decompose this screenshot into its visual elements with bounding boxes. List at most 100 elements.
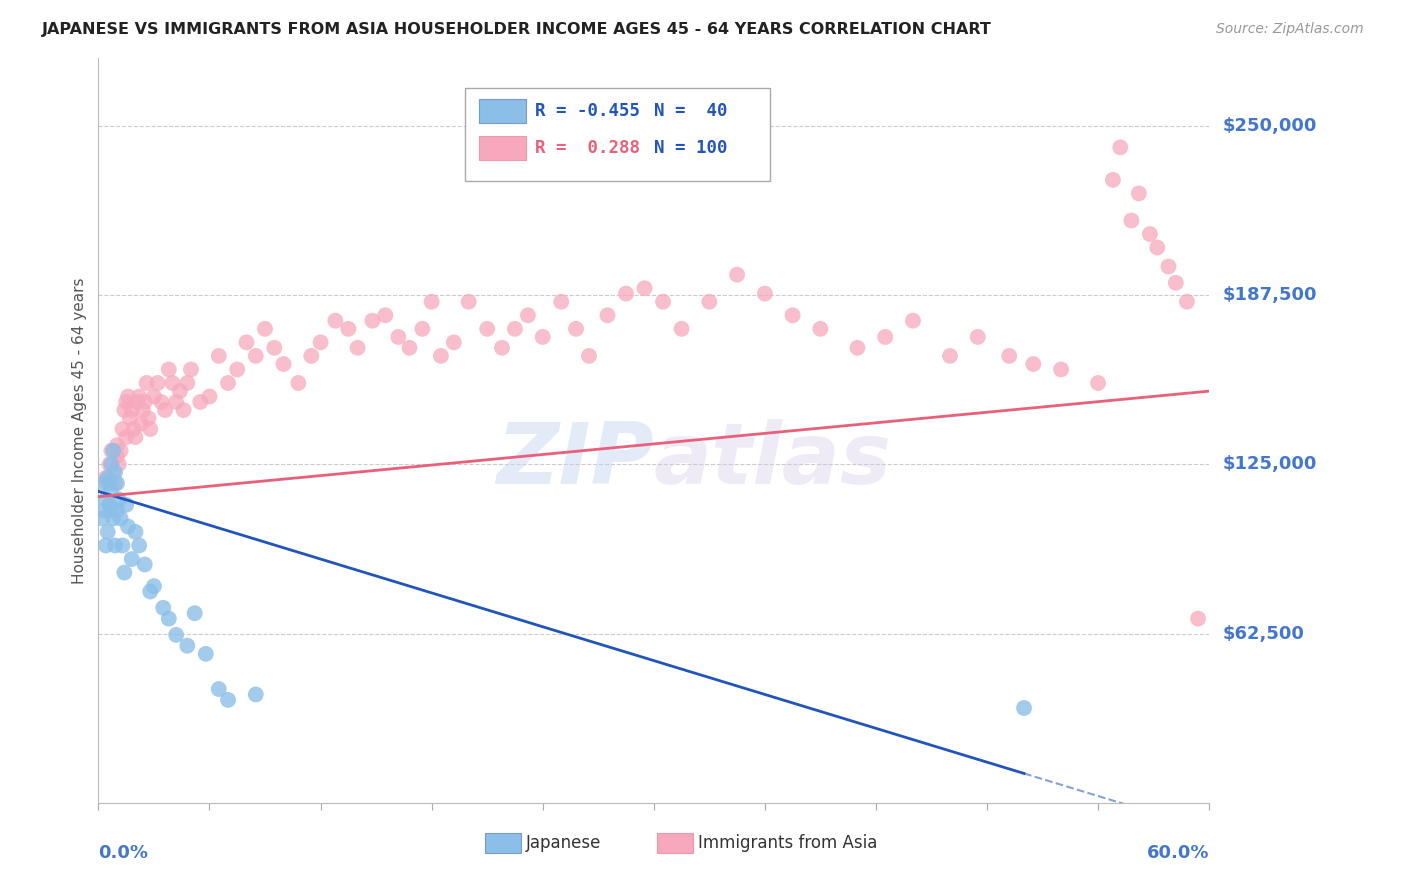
Text: $125,000: $125,000 <box>1223 455 1317 474</box>
Point <box>165 395 187 409</box>
Point <box>100 503 122 517</box>
Point <box>97 471 120 485</box>
Point <box>98 457 121 471</box>
FancyBboxPatch shape <box>485 833 520 853</box>
Point <box>117 519 139 533</box>
Text: $62,500: $62,500 <box>1223 624 1305 642</box>
Text: JAPANESE VS IMMIGRANTS FROM ASIA HOUSEHOLDER INCOME AGES 45 - 64 YEARS CORRELATI: JAPANESE VS IMMIGRANTS FROM ASIA HOUSEHO… <box>42 22 993 37</box>
Text: Source: ZipAtlas.com: Source: ZipAtlas.com <box>1216 22 1364 37</box>
Point <box>94 539 117 553</box>
Point <box>134 558 156 572</box>
Point <box>152 600 174 615</box>
Point <box>132 403 155 417</box>
Point <box>337 322 360 336</box>
Point <box>374 308 396 322</box>
Point <box>1164 276 1187 290</box>
Point <box>134 395 156 409</box>
Text: R =  0.288: R = 0.288 <box>534 139 640 157</box>
Point <box>105 449 128 463</box>
Text: N = 100: N = 100 <box>654 139 727 157</box>
Point <box>287 376 309 390</box>
Point <box>208 349 231 363</box>
Point <box>398 341 420 355</box>
Point <box>217 693 239 707</box>
Point <box>97 524 120 539</box>
FancyBboxPatch shape <box>657 833 693 853</box>
Point <box>420 294 443 309</box>
Point <box>361 314 384 328</box>
Point <box>1121 213 1143 227</box>
FancyBboxPatch shape <box>479 99 526 123</box>
Point <box>118 411 141 425</box>
Point <box>998 349 1021 363</box>
Point <box>1157 260 1180 274</box>
Point <box>273 357 295 371</box>
Point <box>115 395 138 409</box>
Point <box>165 628 187 642</box>
Point <box>105 503 128 517</box>
Point <box>122 422 145 436</box>
Point <box>578 349 600 363</box>
Point <box>121 403 143 417</box>
Text: 60.0%: 60.0% <box>1147 845 1209 863</box>
Point <box>1022 357 1045 371</box>
Point <box>217 376 239 390</box>
Point <box>121 552 143 566</box>
Point <box>596 308 619 322</box>
Point <box>1102 173 1125 187</box>
Point <box>104 476 127 491</box>
Point <box>810 322 832 336</box>
Point <box>387 330 409 344</box>
Point <box>875 330 897 344</box>
Point <box>966 330 988 344</box>
Point <box>107 457 129 471</box>
Point <box>176 639 198 653</box>
Point <box>503 322 526 336</box>
Point <box>1050 362 1073 376</box>
Point <box>103 511 125 525</box>
Point <box>115 498 138 512</box>
Point <box>100 457 122 471</box>
Point <box>93 503 115 517</box>
Point <box>411 322 433 336</box>
Point <box>180 362 202 376</box>
Text: $187,500: $187,500 <box>1223 286 1317 304</box>
Point <box>516 308 538 322</box>
Point <box>325 314 347 328</box>
Point <box>491 341 513 355</box>
Point <box>135 376 157 390</box>
Text: R = -0.455: R = -0.455 <box>534 102 640 120</box>
Point <box>91 511 114 525</box>
Point <box>754 286 776 301</box>
Point <box>1012 701 1035 715</box>
Point <box>110 511 132 525</box>
Point <box>107 492 129 507</box>
FancyBboxPatch shape <box>479 136 526 160</box>
Point <box>115 430 138 444</box>
Point <box>1146 241 1168 255</box>
Point <box>309 335 332 350</box>
Point <box>111 539 134 553</box>
Point <box>105 438 128 452</box>
Point <box>846 341 869 355</box>
Point <box>245 688 267 702</box>
Point <box>110 443 132 458</box>
Point <box>103 443 125 458</box>
Point <box>671 322 693 336</box>
Text: ZIP: ZIP <box>496 418 654 501</box>
Point <box>183 606 205 620</box>
Point <box>128 390 150 404</box>
Point <box>112 566 135 580</box>
Point <box>299 349 322 363</box>
Point <box>1109 140 1132 154</box>
Point <box>94 471 117 485</box>
Point <box>143 579 166 593</box>
Point <box>1087 376 1109 390</box>
Y-axis label: Householder Income Ages 45 - 64 years: Householder Income Ages 45 - 64 years <box>72 277 87 583</box>
Point <box>550 294 572 309</box>
Point <box>139 422 162 436</box>
Point <box>127 395 149 409</box>
Point <box>173 403 195 417</box>
Point <box>139 584 162 599</box>
Point <box>124 524 146 539</box>
